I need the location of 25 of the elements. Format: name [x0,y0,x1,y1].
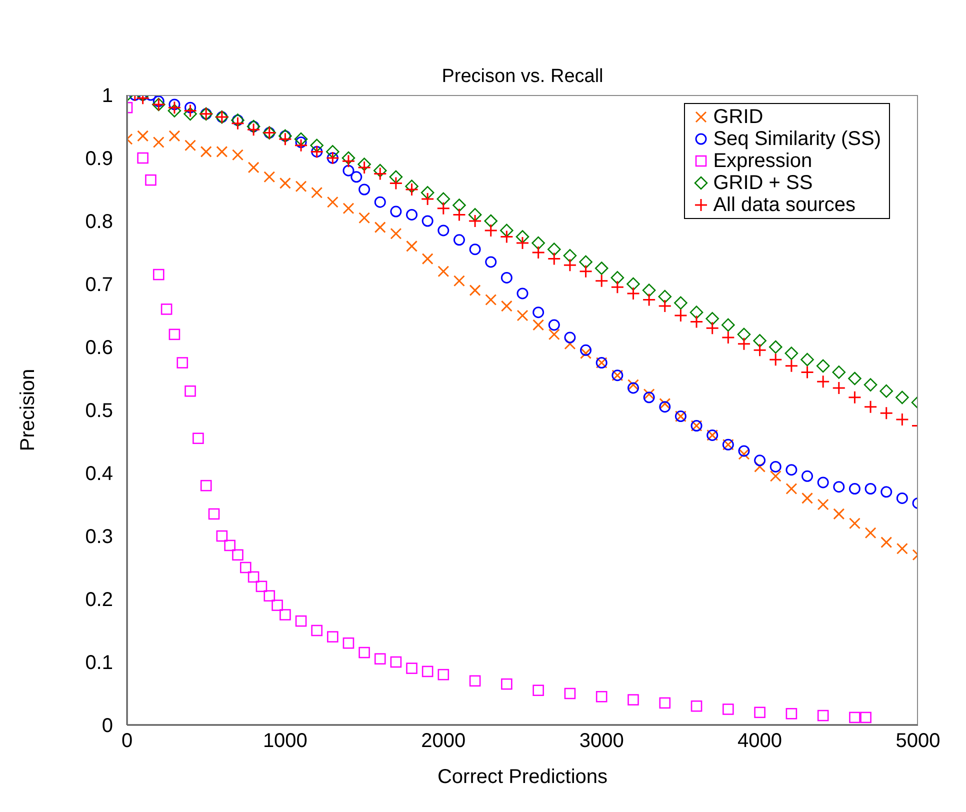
y-tick-label: 0.9 [85,148,113,170]
y-axis-title: Precision [17,368,40,452]
y-tick-label: 0.3 [85,526,113,548]
x-tick-label: 0 [121,730,133,752]
x-tick-label: 4000 [738,730,782,752]
y-tick-label: 0.8 [85,211,113,234]
x-tick-label: 2000 [421,730,466,752]
x-tick-label: 5000 [896,730,940,752]
legend-label: GRID [713,106,764,128]
y-tick-label: 0.7 [85,274,113,296]
y-tick-label: 1 [102,85,113,108]
y-tick-label: 0.6 [85,337,113,360]
y-tick-label: 0.1 [85,652,113,674]
x-tick-label: 3000 [579,730,624,752]
y-tick-label: 0.2 [85,589,113,612]
y-tick-label: 0.4 [85,463,113,486]
legend-label: Expression [713,150,812,172]
x-tick-label: 1000 [262,730,308,752]
legend-label: All data sources [713,194,856,216]
y-tick-label: 0 [102,715,113,738]
chart-title: Precison vs. Recall [440,66,604,88]
legend-label: GRID + SS [713,172,813,194]
legend-label: Seq Similarity (SS) [713,128,881,150]
x-axis-title: Correct Predictions [437,766,608,788]
y-tick-label: 0.5 [85,400,113,422]
